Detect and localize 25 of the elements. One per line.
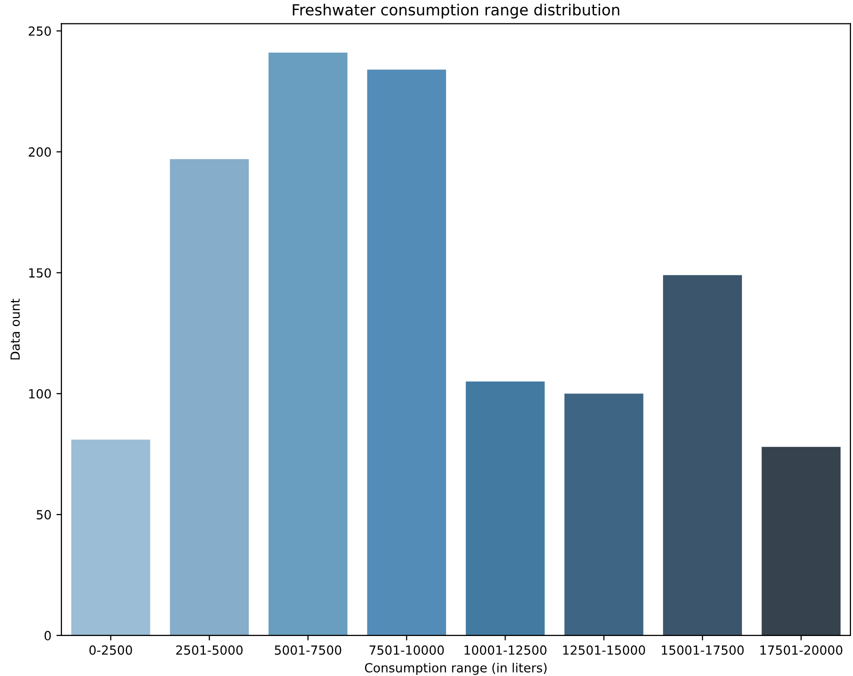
x-tick-label: 2501-5000 — [176, 645, 243, 655]
bar — [663, 275, 742, 636]
bar — [367, 70, 446, 636]
x-tick-label: 5001-7500 — [274, 645, 342, 655]
x-tick-label: 12501-15000 — [563, 645, 646, 655]
y-tick-label: 150 — [29, 268, 51, 278]
y-tick-label: 50 — [36, 510, 51, 520]
y-tick-label: 100 — [29, 389, 51, 399]
bar — [762, 446, 841, 636]
bar — [268, 52, 348, 636]
x-tick-label: 15001-17500 — [662, 645, 744, 655]
bar — [170, 159, 249, 636]
bar — [466, 382, 545, 636]
x-tick-label: 10001-12500 — [464, 645, 546, 655]
y-tick-label: 200 — [28, 147, 51, 157]
x-axis-title: Consumption range (in liters) — [364, 662, 547, 675]
y-tick-label: 0 — [44, 630, 51, 640]
x-tick-label: 17501-20000 — [760, 645, 842, 655]
x-tick-label: 7501-10000 — [370, 645, 444, 655]
x-tick-label: 0-2500 — [89, 645, 132, 655]
y-tick-label: 250 — [28, 26, 51, 36]
chart-title: Freshwater consumption range distribution — [292, 4, 620, 19]
bar — [564, 394, 644, 636]
y-axis-title: Data ount — [10, 298, 20, 360]
bar — [71, 440, 150, 636]
